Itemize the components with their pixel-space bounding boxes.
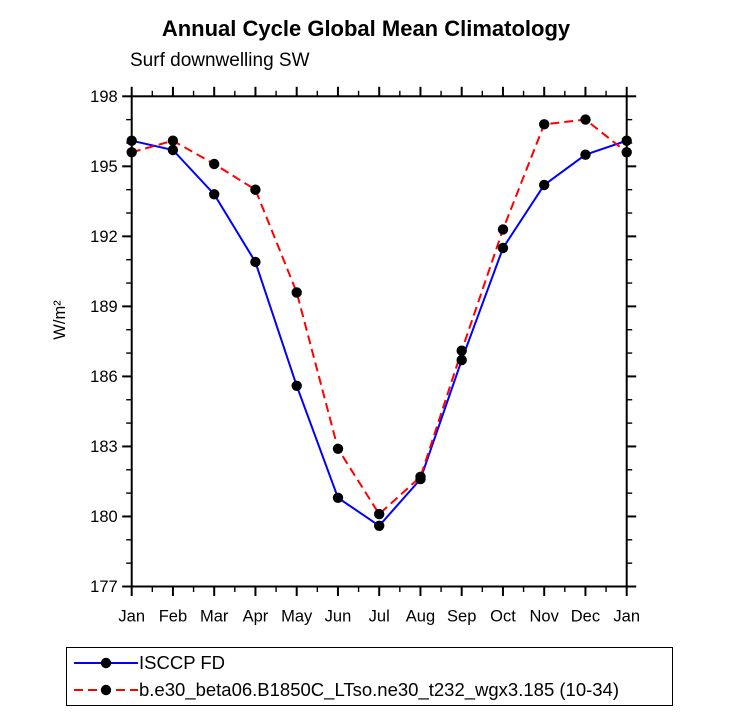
series-0 [131, 139, 628, 528]
y-tick-label: 195 [90, 158, 118, 176]
data-point-marker [497, 242, 509, 254]
x-tick-label: Aug [406, 608, 435, 626]
x-tick-label: Feb [159, 608, 187, 626]
data-point-marker [126, 147, 137, 158]
data-point-marker [332, 492, 344, 503]
data-point-marker [332, 443, 344, 454]
data-point-marker [250, 256, 261, 268]
x-tick-label: Dec [571, 608, 600, 626]
data-point-marker [250, 184, 261, 195]
legend-line-solid-icon [74, 657, 138, 668]
axis-ticks [122, 86, 637, 596]
data-point-marker [580, 149, 591, 160]
x-tick-label: Jan [118, 608, 145, 626]
x-tick-label: Jan [613, 608, 640, 626]
data-point-marker [209, 158, 220, 170]
plot-frame [130, 95, 628, 588]
data-point-marker [126, 135, 137, 146]
data-point-marker [291, 380, 302, 391]
legend-entry-isccp: ISCCP FD [74, 650, 672, 676]
data-point-marker [621, 147, 632, 158]
data-point-marker [580, 114, 591, 125]
x-tick-label: Apr [243, 608, 269, 626]
y-tick-label: 183 [90, 438, 118, 456]
data-point-marker [374, 508, 385, 520]
data-point-marker [167, 144, 179, 156]
legend-label-model: b.e30_beta06.B1850C_LTso.ne30_t232_wgx3.… [139, 679, 620, 701]
data-point-marker [539, 119, 550, 130]
data-point-marker [456, 345, 467, 356]
data-point-marker [167, 135, 179, 146]
chart-title: Annual Cycle Global Mean Climatology [161, 16, 571, 41]
x-tick-label: Sep [447, 608, 476, 626]
data-point-marker [415, 471, 426, 482]
y-tick-label: 198 [90, 88, 118, 106]
y-tick-label: 189 [90, 298, 118, 316]
x-tick-label: May [281, 608, 313, 626]
x-tick-label: Oct [490, 608, 516, 626]
legend-line-dashed-icon [74, 685, 138, 696]
series-markers [126, 114, 632, 531]
legend: ISCCP FD b.e30_beta06.B1850C_LTso.ne30_t… [66, 647, 673, 706]
x-tick-label: Mar [200, 608, 229, 626]
data-point-marker [539, 179, 550, 191]
series-line-0 [131, 139, 628, 528]
chart-subtitle: Surf downwelling SW [130, 50, 310, 71]
legend-entry-model: b.e30_beta06.B1850C_LTso.ne30_t232_wgx3.… [74, 677, 672, 703]
data-point-marker [374, 520, 385, 531]
data-point-marker [291, 287, 302, 298]
x-tick-label: Jun [325, 608, 352, 626]
x-tick-label: Nov [530, 608, 560, 626]
y-tick-label: 186 [90, 368, 118, 386]
y-tick-label: 192 [90, 228, 118, 246]
y-tick-label: 180 [90, 508, 118, 526]
data-point-marker [621, 135, 632, 146]
x-tick-label: Jul [369, 608, 390, 626]
data-point-marker [497, 224, 509, 235]
data-point-marker [456, 354, 467, 366]
legend-label-isccp: ISCCP FD [139, 651, 226, 673]
axis-tick-labels: 177 180 183 186 189 192 195 198 Jan Feb Mar Apr May J… [90, 88, 640, 626]
data-point-marker [209, 189, 220, 200]
y-tick-label: 177 [90, 578, 118, 596]
